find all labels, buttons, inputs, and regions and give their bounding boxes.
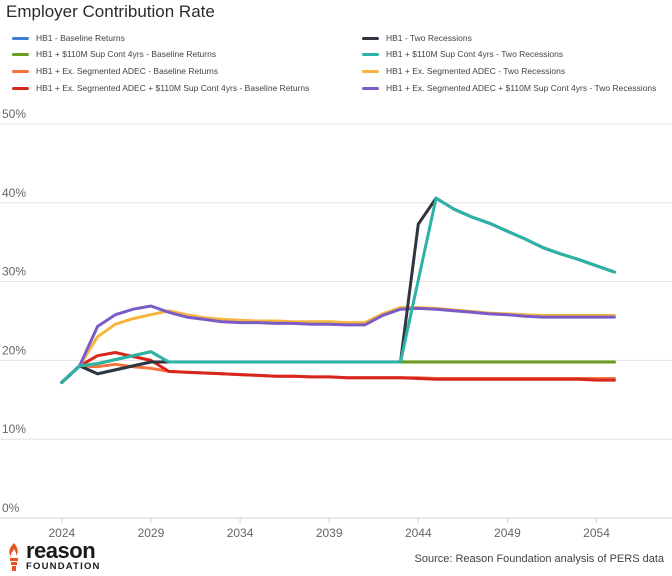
x-tick-label: 2034 <box>227 526 254 540</box>
legend-swatch <box>362 86 379 90</box>
series-line[interactable] <box>60 196 616 384</box>
legend-item[interactable]: HB1 + $110M Sup Cont 4yrs - Two Recessio… <box>362 46 563 62</box>
legend-item[interactable]: HB1 + Ex. Segmented ADEC + $110M Sup Con… <box>12 80 309 96</box>
legend-label: HB1 + $110M Sup Cont 4yrs - Two Recessio… <box>386 49 564 59</box>
x-tick-label: 2024 <box>48 526 75 540</box>
legend-label: HB1 + Ex. Segmented ADEC - Two Recession… <box>386 66 566 76</box>
series-line[interactable] <box>60 196 616 384</box>
chart-title: Employer Contribution Rate <box>6 2 215 21</box>
legend-label: HB1 + Ex. Segmented ADEC + $110M Sup Con… <box>36 83 310 93</box>
x-tick-label: 2029 <box>138 526 165 540</box>
x-axis: 2024 2029 2034 2039 2044 2049 2054 <box>48 518 610 540</box>
legend-item[interactable]: HB1 - Two Recessions <box>362 30 472 46</box>
legend-item[interactable]: HB1 + Ex. Segmented ADEC - Baseline Retu… <box>12 63 218 79</box>
torch-icon <box>9 543 18 571</box>
x-tick-label: 2054 <box>583 526 610 540</box>
logo-subtitle: FOUNDATION <box>26 561 101 572</box>
legend-label: HB1 + Ex. Segmented ADEC - Baseline Retu… <box>36 66 219 76</box>
torch-handle-icon <box>12 566 16 571</box>
series-lines <box>60 196 616 384</box>
y-tick-label: 10% <box>2 422 26 436</box>
legend-swatch <box>12 69 29 73</box>
x-tick-label: 2049 <box>494 526 521 540</box>
legend-swatch <box>12 36 29 40</box>
legend-swatch <box>12 52 29 56</box>
legend-label: HB1 + $110M Sup Cont 4yrs - Baseline Ret… <box>36 49 217 59</box>
x-tick-label: 2039 <box>316 526 343 540</box>
legend-swatch <box>362 36 379 40</box>
legend-swatch <box>362 52 379 56</box>
legend-item[interactable]: HB1 + Ex. Segmented ADEC + $110M Sup Con… <box>362 80 656 96</box>
legend-item[interactable]: HB1 + $110M Sup Cont 4yrs - Baseline Ret… <box>12 46 216 62</box>
source-note: Source: Reason Foundation analysis of PE… <box>414 553 664 565</box>
reason-foundation-logo: reason FOUNDATION <box>6 540 116 574</box>
chart-legend: HB1 - Baseline Returns HB1 - Two Recessi… <box>0 30 672 100</box>
series-line[interactable] <box>60 306 616 384</box>
legend-item[interactable]: HB1 + Ex. Segmented ADEC - Two Recession… <box>362 63 565 79</box>
legend-label: HB1 - Baseline Returns <box>36 33 125 43</box>
legend-label: HB1 - Two Recessions <box>386 33 472 43</box>
torch-flame-icon <box>9 543 18 557</box>
y-tick-label: 50% <box>2 107 26 121</box>
y-tick-label: 30% <box>2 265 26 279</box>
y-tick-label: 40% <box>2 186 26 200</box>
torch-handle-icon <box>11 562 17 565</box>
x-tick-label: 2044 <box>405 526 432 540</box>
series-line[interactable] <box>60 304 616 384</box>
legend-swatch <box>12 86 29 90</box>
legend-swatch <box>362 69 379 73</box>
legend-item[interactable]: HB1 - Baseline Returns <box>12 30 125 46</box>
legend-label: HB1 + Ex. Segmented ADEC + $110M Sup Con… <box>386 83 657 93</box>
logo-wordmark: reason <box>26 538 96 563</box>
y-tick-label: 0% <box>2 501 20 515</box>
torch-handle-icon <box>10 558 18 561</box>
y-tick-label: 20% <box>2 343 26 357</box>
y-axis: 0% 10% 20% 30% 40% 50% <box>2 107 26 515</box>
